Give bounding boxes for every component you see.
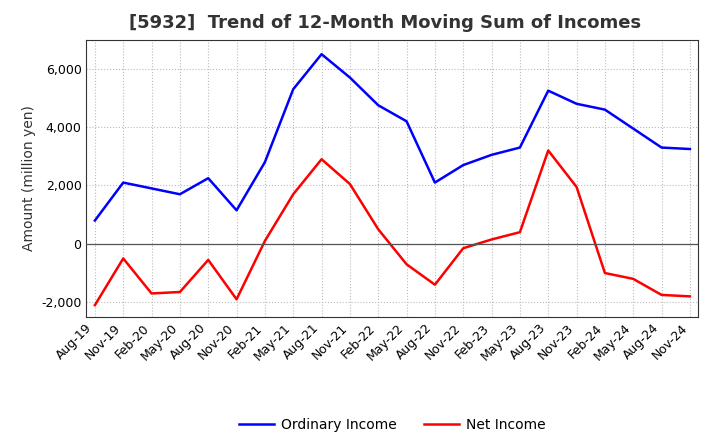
Net Income: [233, 297, 241, 302]
Net Income: [402, 262, 411, 267]
Net Income: [176, 290, 184, 295]
Net Income: [289, 191, 297, 197]
Net Income: [374, 227, 382, 232]
Net Income: [685, 294, 694, 299]
Net Income: [204, 257, 212, 263]
Ordinary Income: [516, 145, 524, 150]
Ordinary Income: [544, 88, 552, 93]
Net Income: [516, 230, 524, 235]
Ordinary Income: [91, 218, 99, 223]
Net Income: [318, 157, 326, 162]
Text: [5932]  Trend of 12-Month Moving Sum of Incomes: [5932] Trend of 12-Month Moving Sum of I…: [130, 15, 642, 33]
Y-axis label: Amount (million yen): Amount (million yen): [22, 105, 35, 251]
Net Income: [91, 302, 99, 308]
Ordinary Income: [346, 75, 354, 80]
Net Income: [600, 271, 609, 276]
Ordinary Income: [459, 162, 467, 168]
Net Income: [459, 246, 467, 251]
Net Income: [572, 184, 581, 190]
Ordinary Income: [119, 180, 127, 185]
Net Income: [119, 256, 127, 261]
Ordinary Income: [572, 101, 581, 106]
Net Income: [346, 181, 354, 187]
Net Income: [261, 238, 269, 244]
Ordinary Income: [431, 180, 439, 185]
Net Income: [431, 282, 439, 287]
Ordinary Income: [685, 147, 694, 152]
Net Income: [544, 148, 552, 153]
Ordinary Income: [402, 119, 411, 124]
Net Income: [487, 237, 496, 242]
Ordinary Income: [318, 51, 326, 57]
Line: Net Income: Net Income: [95, 150, 690, 305]
Net Income: [148, 291, 156, 296]
Net Income: [629, 276, 637, 282]
Legend: Ordinary Income, Net Income: Ordinary Income, Net Income: [233, 412, 552, 437]
Ordinary Income: [374, 103, 382, 108]
Ordinary Income: [289, 87, 297, 92]
Ordinary Income: [148, 186, 156, 191]
Net Income: [657, 292, 666, 297]
Ordinary Income: [657, 145, 666, 150]
Ordinary Income: [233, 208, 241, 213]
Ordinary Income: [629, 126, 637, 131]
Ordinary Income: [600, 107, 609, 112]
Ordinary Income: [204, 176, 212, 181]
Ordinary Income: [261, 160, 269, 165]
Ordinary Income: [176, 191, 184, 197]
Line: Ordinary Income: Ordinary Income: [95, 54, 690, 220]
Ordinary Income: [487, 152, 496, 158]
